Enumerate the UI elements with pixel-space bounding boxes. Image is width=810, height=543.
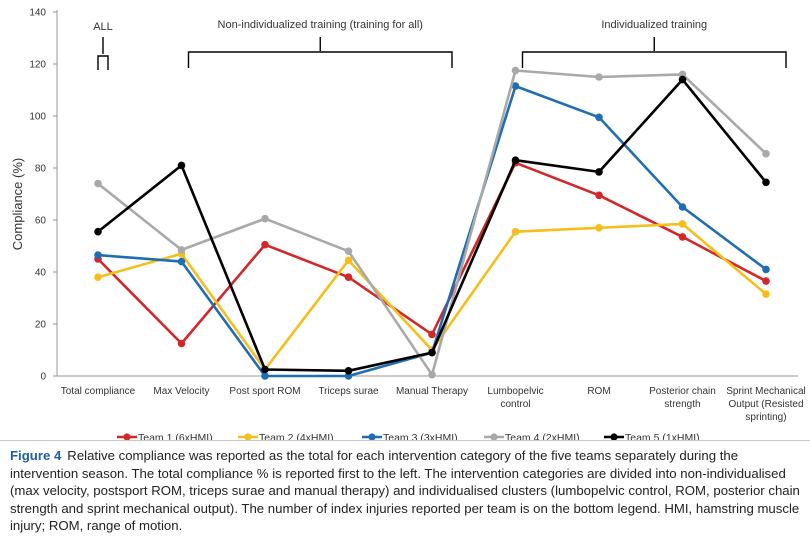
x-category-label: control bbox=[500, 399, 530, 410]
data-point bbox=[177, 257, 186, 266]
x-category-label: ROM bbox=[587, 386, 610, 397]
data-point bbox=[261, 240, 269, 249]
bracket-span bbox=[521, 51, 787, 68]
legend-swatch-dot bbox=[610, 433, 618, 440]
x-category-label: Lumbopelvic bbox=[487, 386, 543, 397]
data-point bbox=[261, 214, 269, 223]
data-point bbox=[344, 367, 353, 375]
x-category-label: Triceps surae bbox=[318, 386, 379, 397]
group-label: Non-individualized training (training fo… bbox=[218, 19, 423, 31]
group-label: ALL bbox=[93, 21, 113, 33]
group-label: Individualized training bbox=[601, 19, 707, 31]
data-point bbox=[511, 82, 520, 90]
x-category-label: Manual Therapy bbox=[396, 386, 468, 397]
group-brackets: ALL Non-individualized training (training… bbox=[93, 19, 787, 70]
axes: 0 20 40 60 80 100 120 140 Compliance (%) Total co… bbox=[10, 8, 806, 424]
figure-label: Figure 4 bbox=[10, 448, 62, 463]
legend-label: Team 5 (1xHMI) bbox=[625, 432, 700, 440]
y-tick-label: 20 bbox=[35, 320, 47, 331]
x-category-label: Output (Resisted bbox=[728, 399, 803, 410]
x-category-label: strength bbox=[664, 399, 700, 410]
data-point bbox=[344, 256, 353, 265]
data-point bbox=[762, 277, 770, 285]
data-point bbox=[428, 348, 436, 357]
data-point bbox=[94, 227, 102, 236]
data-point bbox=[511, 66, 520, 75]
data-point bbox=[678, 203, 687, 211]
data-point bbox=[762, 290, 770, 298]
figure-caption: Figure 4 Relative compliance was reported… bbox=[10, 447, 802, 535]
y-axis-label: Compliance (%) bbox=[10, 158, 25, 250]
data-point bbox=[678, 220, 687, 228]
data-point bbox=[344, 273, 353, 282]
x-category-label: Posterior chain bbox=[649, 386, 716, 397]
y-tick-label: 120 bbox=[29, 60, 46, 71]
data-point bbox=[762, 265, 770, 274]
y-tick-label: 0 bbox=[40, 372, 46, 383]
data-point bbox=[428, 330, 436, 339]
data-point bbox=[678, 233, 687, 241]
y-tick-label: 100 bbox=[29, 112, 46, 123]
x-category-label: Total compliance bbox=[61, 386, 136, 397]
data-point bbox=[595, 73, 603, 81]
data-point bbox=[511, 156, 520, 164]
data-point bbox=[511, 227, 520, 236]
x-category-label: Max Velocity bbox=[153, 386, 209, 397]
data-point bbox=[94, 273, 102, 282]
legend-label: Team 3 (3xHMI) bbox=[383, 432, 458, 440]
data-point bbox=[261, 365, 269, 374]
legend-label: Team 4 (2xHMI) bbox=[505, 432, 580, 440]
x-category-label: sprinting) bbox=[745, 412, 786, 423]
legend-swatch-dot bbox=[244, 433, 252, 440]
legend: Team 1 (6xHMI) Team 2 (4xHMI) Team 3 (3xHM… bbox=[117, 432, 700, 440]
y-tick-label: 60 bbox=[35, 216, 47, 227]
compliance-line-chart: 0 20 40 60 80 100 120 140 Compliance (%) Total co… bbox=[10, 8, 806, 440]
data-point bbox=[595, 224, 603, 232]
data-point bbox=[94, 251, 102, 259]
series-lines bbox=[94, 66, 770, 380]
caption-text: Relative compliance was reported as the … bbox=[10, 448, 800, 533]
data-point bbox=[678, 70, 687, 79]
y-tick-label: 140 bbox=[29, 8, 46, 19]
data-point bbox=[344, 372, 353, 380]
data-point bbox=[261, 372, 269, 380]
data-point bbox=[762, 149, 770, 158]
legend-label: Team 1 (6xHMI) bbox=[138, 432, 213, 440]
data-point bbox=[595, 191, 603, 200]
data-point bbox=[344, 247, 353, 255]
x-category-label: Post sport ROM bbox=[229, 386, 300, 397]
bracket-fork bbox=[97, 55, 109, 70]
data-point bbox=[595, 168, 603, 176]
data-point bbox=[428, 370, 436, 379]
data-point bbox=[177, 161, 186, 170]
legend-swatch-dot bbox=[123, 433, 131, 440]
caption-divider bbox=[0, 440, 810, 441]
x-category-label: Sprint Mechanical bbox=[726, 386, 805, 397]
series-line bbox=[97, 69, 767, 377]
bracket-span bbox=[187, 51, 453, 68]
y-tick-label: 80 bbox=[35, 164, 47, 175]
data-point bbox=[595, 113, 603, 122]
legend-swatch-dot bbox=[490, 433, 498, 440]
legend-swatch-dot bbox=[368, 433, 376, 440]
data-point bbox=[678, 75, 687, 84]
y-tick-label: 40 bbox=[35, 268, 47, 279]
data-point bbox=[177, 339, 186, 348]
data-point bbox=[177, 246, 186, 254]
legend-label: Team 2 (4xHMI) bbox=[259, 432, 334, 440]
data-point bbox=[94, 179, 102, 188]
data-point bbox=[762, 178, 770, 187]
